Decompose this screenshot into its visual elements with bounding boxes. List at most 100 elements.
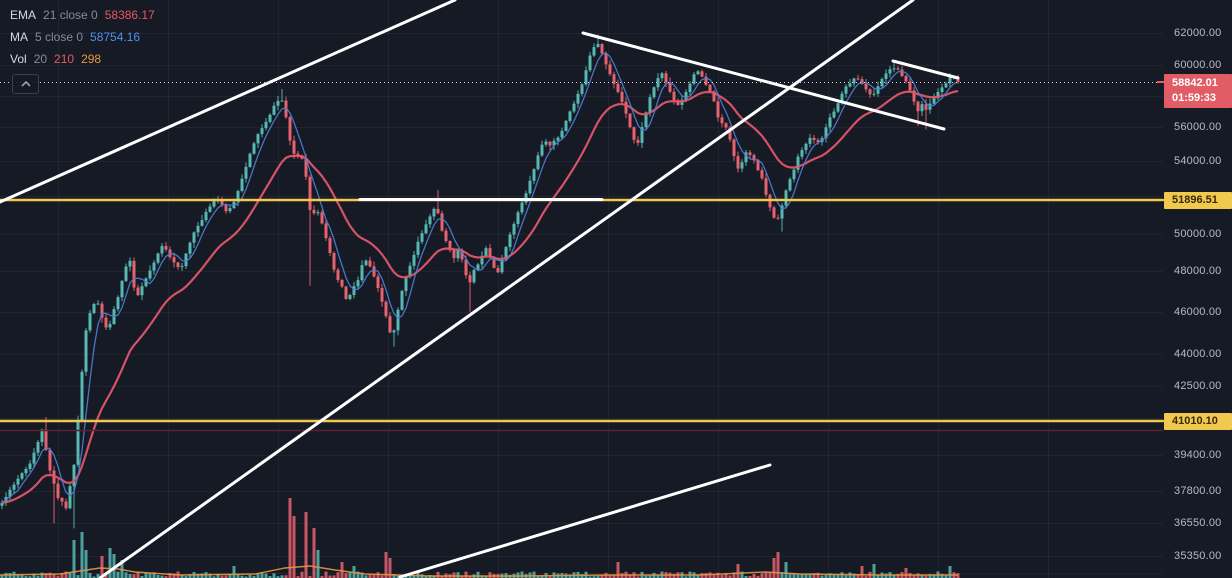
candle-body	[140, 286, 144, 296]
volume-bar	[752, 573, 756, 578]
ma-params: 5 close 0	[35, 30, 84, 44]
ma5-line[interactable]	[1, 52, 959, 504]
volume-bar	[940, 573, 944, 578]
candle-body	[716, 101, 720, 118]
axis-price-label: 54000.00	[1174, 155, 1222, 167]
candle-body	[640, 127, 644, 143]
candle-body	[468, 275, 472, 283]
ema-label: EMA	[10, 8, 37, 22]
candle-body	[924, 104, 928, 110]
candle-body	[524, 193, 528, 203]
candle-body	[236, 190, 240, 202]
candle-body	[732, 139, 736, 157]
volume-bar	[264, 573, 268, 578]
candle-body	[176, 262, 180, 268]
candle-body	[44, 429, 48, 450]
volume-bar	[756, 575, 760, 578]
volume-bar	[516, 572, 520, 578]
ema-params: 21 close 0	[43, 8, 98, 22]
candle-body	[272, 105, 276, 115]
legend-vol-row[interactable]: Vol 20 210 298	[10, 48, 155, 70]
candle-body	[532, 169, 536, 181]
candle-body	[284, 100, 288, 118]
candle-body	[56, 483, 60, 498]
volume-bar	[608, 575, 612, 578]
candle-body	[328, 238, 332, 254]
candle-body	[624, 101, 628, 114]
candle-body	[240, 178, 244, 191]
candle-body	[520, 202, 524, 213]
volume-bar	[784, 562, 788, 578]
volume-bar	[540, 575, 544, 578]
candle-body	[808, 137, 812, 144]
volume-bar	[108, 548, 112, 578]
candle-body	[696, 71, 700, 75]
candle-body	[72, 464, 76, 487]
volume-bar	[24, 576, 28, 578]
candle-body	[844, 86, 848, 94]
candle-body	[412, 254, 416, 266]
axis-price-label: 37800.00	[1174, 485, 1222, 497]
candle-body	[904, 76, 908, 82]
candle-body	[908, 81, 912, 91]
candle-body	[764, 178, 768, 195]
candle-body	[48, 449, 52, 471]
candle-body	[444, 230, 448, 242]
descending-trendline-from-peak[interactable]	[581, 31, 946, 131]
legend-ma-row[interactable]: MA 5 close 0 58754.16	[10, 26, 155, 48]
volume-bar	[112, 554, 116, 578]
ascending-trendline-lower-right[interactable]	[398, 463, 772, 578]
candle-body	[920, 104, 924, 112]
volume-bar	[824, 575, 828, 578]
volume-bar	[348, 572, 352, 578]
volume-bar	[196, 573, 200, 578]
volume-bar	[280, 575, 284, 578]
legend-ema-row[interactable]: EMA 21 close 0 58386.17	[10, 4, 155, 26]
candle-body	[336, 269, 340, 281]
volume-bar	[768, 572, 772, 578]
volume-bar	[320, 575, 324, 578]
volume-bar	[812, 573, 816, 578]
candle-body	[256, 134, 260, 144]
volume-bar	[948, 566, 952, 578]
candle-body	[588, 55, 592, 71]
ema21-line[interactable]	[1, 89, 959, 504]
volume-bar	[464, 571, 468, 578]
candle-body	[840, 93, 844, 104]
ascending-trendline-main[interactable]	[98, 0, 915, 578]
candle-body	[892, 68, 896, 70]
volume-bar	[744, 576, 748, 578]
candle-body	[200, 220, 204, 226]
volume-bar	[484, 576, 488, 578]
legend-collapse-button[interactable]	[12, 74, 39, 94]
candle-body	[132, 260, 136, 288]
volume-bar	[332, 575, 336, 578]
candle-body	[668, 82, 672, 92]
volume-bar	[292, 516, 296, 578]
candle-body	[348, 295, 352, 299]
candle-body	[12, 484, 16, 490]
grid-layer	[0, 0, 1163, 578]
axis-price-label: 46000.00	[1174, 306, 1222, 318]
axis-price-label: 39400.00	[1174, 449, 1222, 461]
candle-body	[288, 117, 292, 141]
volume-bar	[284, 575, 288, 578]
candle-body	[712, 91, 716, 102]
candle-body	[400, 290, 404, 310]
axis-price-label: 50000.00	[1174, 228, 1222, 240]
volume-bar	[912, 575, 916, 578]
candle-body	[880, 78, 884, 87]
candle-body	[772, 207, 776, 218]
candle-body	[916, 101, 920, 112]
descending-channel-upper[interactable]	[891, 59, 960, 80]
volume-bar	[268, 576, 272, 578]
ascending-trendline-upper-left[interactable]	[0, 0, 457, 204]
volume-bar	[200, 573, 204, 578]
candle-body	[592, 47, 596, 56]
candle-body	[536, 155, 540, 170]
candle-body	[460, 250, 464, 260]
volume-bar	[96, 573, 100, 578]
volume-bar	[396, 575, 400, 578]
